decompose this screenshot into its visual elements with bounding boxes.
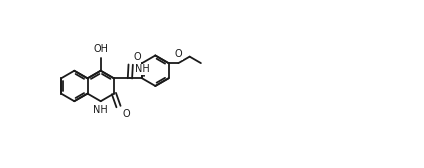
Text: O: O bbox=[175, 49, 182, 59]
Text: O: O bbox=[134, 52, 141, 62]
Text: NH: NH bbox=[135, 64, 150, 74]
Text: OH: OH bbox=[93, 44, 108, 54]
Text: NH: NH bbox=[93, 105, 108, 115]
Text: O: O bbox=[123, 110, 130, 119]
